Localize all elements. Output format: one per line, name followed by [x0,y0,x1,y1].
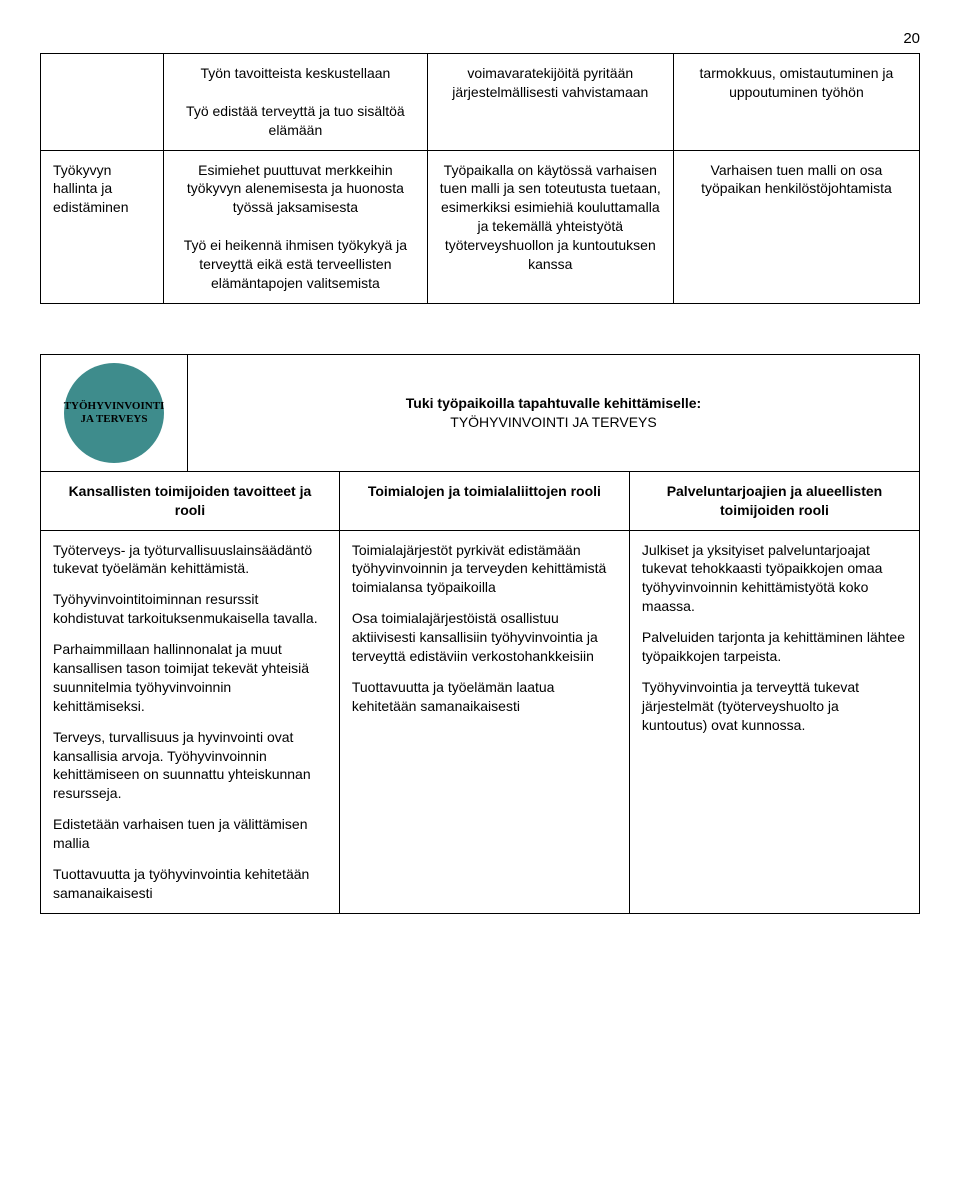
para: Tuottavuutta ja työelämän laatua kehitet… [352,678,617,716]
cell: Varhaisen tuen malli on osa työpaikan he… [673,150,919,303]
section-title-line2: TYÖHYVINVOINTI JA TERVEYS [450,414,656,430]
section-title-cell: Tuki työpaikoilla tapahtuvalle kehittämi… [188,354,920,471]
row-label: Työkyvyn hallinta ja edistäminen [41,150,164,303]
section-circle-icon: TYÖHYVINVOINTI JA TERVEYS [64,363,164,463]
body-cell-col0: Työterveys- ja työturvallisuuslainsäädän… [41,530,340,913]
para: Julkiset ja yksityiset palveluntarjoajat… [642,541,907,617]
body-cell-col1: Toimialajärjestöt pyrkivät edistämään ty… [339,530,629,913]
para: Edistetään varhaisen tuen ja välittämise… [53,815,327,853]
table-title: TYÖHYVINVOINTI JA TERVEYS Tuki työpaikoi… [40,354,920,472]
table-top: Työn tavoitteista keskustellaanTyö edist… [40,53,920,304]
para: Työterveys- ja työturvallisuuslainsäädän… [53,541,327,579]
header-cell: Kansallisten toimijoiden tavoitteet ja r… [41,471,340,530]
para: Tuottavuutta ja työhyvinvointia kehitetä… [53,865,327,903]
header-row: Kansallisten toimijoiden tavoitteet ja r… [41,471,920,530]
para: Osa toimialajärjestöistä osallistuu akti… [352,609,617,666]
table-row: Työkyvyn hallinta ja edistäminen Esimieh… [41,150,920,303]
cell-empty [41,54,164,151]
cell: tarmokkuus, omistautuminen ja uppoutumin… [673,54,919,151]
section-title-line1: Tuki työpaikoilla tapahtuvalle kehittämi… [406,395,701,411]
cell: voimavaratekijöitä pyritään järjestelmäl… [427,54,673,151]
text: Työn tavoitteista keskustellaanTyö edist… [176,64,415,140]
para: Työhyvinvointitoiminnan resurssit kohdis… [53,590,327,628]
table-headers: Kansallisten toimijoiden tavoitteet ja r… [40,471,920,531]
para: Palveluiden tarjonta ja kehittäminen läh… [642,628,907,666]
header-cell: Palveluntarjoajien ja alueellisten toimi… [629,471,919,530]
para: Työhyvinvointia ja terveyttä tukevat jär… [642,678,907,735]
cell: Esimiehet puuttuvat merkkeihin työkyvyn … [164,150,428,303]
title-row: TYÖHYVINVOINTI JA TERVEYS Tuki työpaikoi… [41,354,920,471]
circle-cell: TYÖHYVINVOINTI JA TERVEYS [41,354,188,471]
table-body: Työterveys- ja työturvallisuuslainsäädän… [40,530,920,914]
body-cell-col2: Julkiset ja yksityiset palveluntarjoajat… [629,530,919,913]
table-row: Työn tavoitteista keskustellaanTyö edist… [41,54,920,151]
para: Parhaimmillaan hallinnonalat ja muut kan… [53,640,327,716]
cell: Työn tavoitteista keskustellaanTyö edist… [164,54,428,151]
cell: Työpaikalla on käytössä varhaisen tuen m… [427,150,673,303]
page-number: 20 [40,30,920,47]
para: Toimialajärjestöt pyrkivät edistämään ty… [352,541,617,598]
header-cell: Toimialojen ja toimialaliittojen rooli [339,471,629,530]
para: Terveys, turvallisuus ja hyvinvointi ova… [53,728,327,804]
body-row: Työterveys- ja työturvallisuuslainsäädän… [41,530,920,913]
text: Esimiehet puuttuvat merkkeihin työkyvyn … [176,161,415,293]
